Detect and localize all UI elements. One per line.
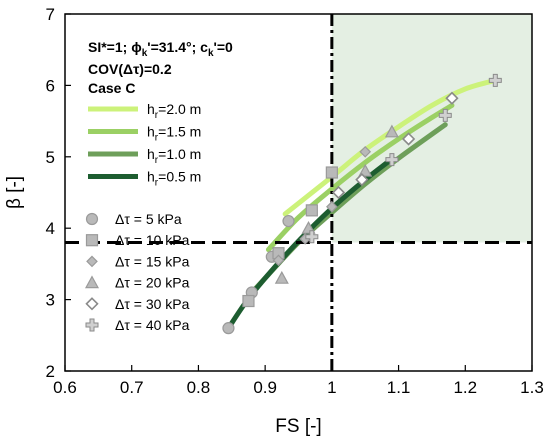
legend-label: Δτ = 10 kPa — [115, 232, 190, 248]
x-tick-label: 0.6 — [53, 378, 77, 397]
legend-label: Δτ = 40 kPa — [115, 317, 190, 333]
plot-frame — [64, 13, 533, 372]
legend-label: hr=2.0 m — [147, 101, 201, 121]
y-axis-title: β [-] — [4, 176, 25, 209]
y-tick-label: 4 — [46, 219, 55, 238]
marker-triangle-point — [384, 124, 399, 138]
annotation-cov: COV(Δτ)=0.2 — [88, 61, 172, 77]
x-tick-label: 1 — [327, 378, 336, 397]
legend-label: Δτ = 30 kPa — [115, 296, 190, 312]
x-tick-label: 1.2 — [453, 378, 477, 397]
marker-square-point — [325, 166, 338, 179]
legend-marker-square — [85, 234, 99, 247]
acceptable-region — [331, 14, 532, 243]
x-tick-label: 1.3 — [520, 378, 544, 397]
marker-plus-point — [438, 108, 452, 122]
marker-plus-point — [488, 73, 502, 87]
legend-label: Δτ = 15 kPa — [115, 253, 190, 269]
y-tick-label: 7 — [46, 5, 55, 24]
annotations: SI*=1; ϕk'=31.4°; ck'=0 COV(Δτ)=0.2 Case… — [88, 39, 233, 96]
x-axis-title: FS [-] — [275, 416, 321, 437]
marker-open-diamond-point — [331, 185, 346, 200]
marker-circle-point — [282, 214, 295, 228]
marker-diamond-point — [272, 254, 285, 267]
legend-marker-triangle — [84, 275, 100, 289]
marker-triangle-point — [358, 163, 373, 177]
marker-circle-point — [222, 322, 235, 335]
marker-open-diamond-point — [355, 173, 369, 187]
legend-marker-plus — [85, 318, 99, 332]
x-tick-label: 1.1 — [387, 378, 411, 397]
x-tick-label: 0.7 — [120, 378, 144, 397]
marker-diamond-point — [326, 200, 338, 213]
legend-marker-circle — [85, 212, 99, 226]
legend-label: hr=0.5 m — [147, 169, 201, 189]
markers — [222, 73, 502, 335]
y-tick-label: 5 — [46, 148, 55, 167]
ticks: 0.6 0.7 0.8 0.9 1 1.1 1.2 1.3 2 3 4 5 6 7 — [46, 5, 544, 397]
legend-label: hr=1.0 m — [147, 146, 201, 166]
marker-open-diamond-point — [401, 132, 416, 146]
marker-plus-point — [305, 230, 319, 244]
legend: hr=2.0 m hr=1.5 mhr=1.0 m hr=0.5 m Δτ = 5 k… — [84, 101, 201, 333]
x-tick-label: 0.8 — [187, 378, 211, 397]
marker-open-diamond-point — [445, 91, 459, 105]
legend-label: hr=1.5 m — [147, 124, 201, 144]
series-line-1 — [265, 102, 455, 253]
y-tick-label: 2 — [46, 362, 55, 381]
marker-plus-point — [385, 153, 399, 167]
y-tick-label: 6 — [46, 76, 55, 95]
legend-label: Δτ = 5 kPa — [115, 211, 182, 227]
annotation-parameters: SI*=1; ϕk'=31.4°; ck'=0 — [88, 39, 233, 59]
x-tick-label: 0.9 — [253, 378, 277, 397]
marker-square-point — [305, 204, 318, 217]
legend-marker-diamond — [86, 255, 98, 268]
legend-marker-open-diamond — [85, 297, 99, 311]
legend-label: Δτ = 20 kPa — [115, 275, 190, 291]
marker-diamond-point — [359, 145, 372, 158]
marker-square-point — [242, 294, 255, 308]
y-tick-label: 3 — [46, 291, 55, 310]
marker-triangle-point — [274, 270, 289, 284]
annotation-case: Case C — [88, 80, 135, 96]
